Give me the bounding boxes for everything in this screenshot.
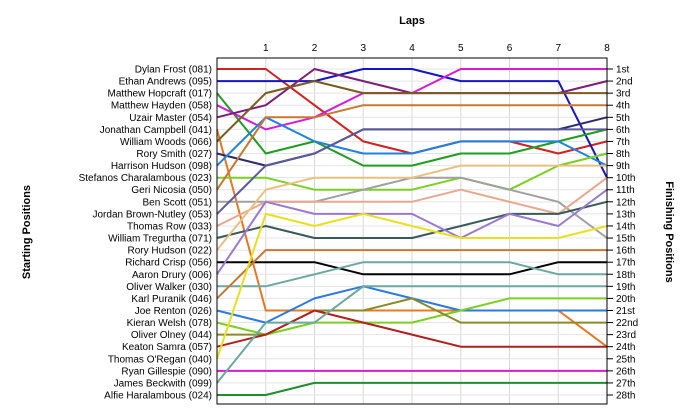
starting-position-label: Matthew Hopcraft (017) [108,89,213,100]
series-line-19 [217,261,607,288]
series-line-27 [216,285,607,384]
x-tick-label: 2 [312,43,318,54]
x-tick-label: 7 [555,43,561,54]
starting-position-label: Ryan Gillespie (090) [121,366,212,377]
finishing-position-label: 9th [616,161,630,172]
starting-position-label: Thomas Row (033) [127,221,212,232]
finishing-position-label: 1st [616,65,630,76]
starting-position-label: Ben Scott (051) [143,197,212,208]
starting-position-label: Kieran Welsh (078) [127,318,212,329]
starting-position-label: William Woods (066) [120,137,212,148]
starting-position-label: Harrison Hudson (098) [111,161,212,172]
starting-position-labels: Dylan Frost (081)Ethan Andrews (095)Matt… [79,65,212,402]
finishing-position-label: 4th [616,101,630,112]
x-tick-label: 5 [458,43,464,54]
finishing-position-label: 14th [616,221,635,232]
starting-position-label: Matthew Hayden (058) [111,101,212,112]
starting-position-label: Oliver Walker (030) [126,282,212,293]
y-axis-title-right: Finishing Positions [663,181,675,282]
finishing-position-label: 3rd [616,89,630,100]
starting-position-label: Keaton Samra (057) [122,342,212,353]
finishing-position-label: 19th [616,282,635,293]
plot-frame [216,57,608,405]
series-line-10 [217,152,608,191]
finishing-position-label: 28th [616,391,635,402]
starting-position-label: Jordan Brown-Nutley (053) [93,209,213,220]
finishing-position-labels: 1st2nd3rd4th5th6th7th8th9th10th11th12th1… [607,65,638,402]
x-tick-label: 4 [409,43,415,54]
series-line-28 [217,381,607,396]
starting-position-label: Karl Puranik (046) [131,294,212,305]
chart-series [216,68,608,396]
starting-position-label: Stefanos Charalambous (023) [79,173,212,184]
y-axis-title-left: Starting Positions [21,185,33,279]
series-line-17 [217,261,607,276]
series-line-18 [216,188,608,275]
starting-position-label: Thomas O'Regan (040) [108,354,212,365]
finishing-position-label: 7th [616,137,630,148]
series-line-20 [216,249,607,300]
series-line-15 [216,200,608,239]
series-line-24 [216,309,607,348]
starting-position-label: Rory Hudson (022) [128,246,212,257]
starting-position-label: Geri Nicosia (050) [131,185,212,196]
x-tick-label: 3 [360,43,366,54]
x-tick-label: 6 [507,43,513,54]
finishing-position-label: 13th [616,209,635,220]
starting-position-label: Jonathan Campbell (041) [100,125,212,136]
finishing-position-label: 6th [616,125,630,136]
starting-position-label: Alfie Haralambous (024) [104,391,212,402]
series-line-9 [216,116,608,167]
series-line-14 [216,176,608,227]
starting-position-label: Joe Renton (026) [135,306,212,317]
finishing-position-label: 26th [616,366,635,377]
finishing-position-label: 17th [616,258,635,269]
starting-position-label: Rory Smith (027) [136,149,212,160]
finishing-position-label: 22nd [616,318,638,329]
finishing-position-label: 21st [616,306,635,317]
series-line-11 [216,104,607,191]
starting-position-label: William Tregurtha (071) [108,234,212,245]
x-tick-label: 8 [604,43,610,54]
chart-ticks: 1 2 3 4 5 6 7 8 [263,43,610,54]
x-tick-label: 1 [263,43,269,54]
finishing-position-label: 16th [616,246,635,257]
chart-grid [216,58,608,404]
series-line-16 [216,164,607,251]
finishing-position-label: 24th [616,342,635,353]
finishing-position-label: 10th [616,173,635,184]
finishing-position-label: 5th [616,113,630,124]
finishing-position-label: 2nd [616,77,633,88]
finishing-position-label: 8th [616,149,630,160]
finishing-position-label: 15th [616,234,635,245]
series-line-13 [216,128,607,215]
series-line-22 [216,297,607,336]
series-line-2 [217,68,608,179]
finishing-position-label: 18th [616,270,635,281]
series-line-7 [216,80,607,143]
finishing-position-label: 25th [616,354,635,365]
finishing-position-label: 11th [616,185,635,196]
finishing-position-label: 27th [616,378,635,389]
starting-position-label: Oliver Olney (044) [131,330,212,341]
starting-position-label: Ethan Andrews (095) [119,77,212,88]
x-axis-title: Laps [399,15,425,27]
starting-position-label: Aaron Drury (006) [132,270,212,281]
starting-position-label: Richard Crisp (056) [125,258,212,269]
starting-position-label: James Beckwith (099) [114,378,212,389]
finishing-position-label: 12th [616,197,635,208]
series-line-25 [216,212,608,360]
series-line-3 [216,92,608,167]
starting-position-label: Dylan Frost (081) [135,65,212,76]
finishing-position-label: 20th [616,294,635,305]
finishing-position-label: 23rd [616,330,636,341]
starting-position-label: Uzair Master (054) [129,113,212,124]
